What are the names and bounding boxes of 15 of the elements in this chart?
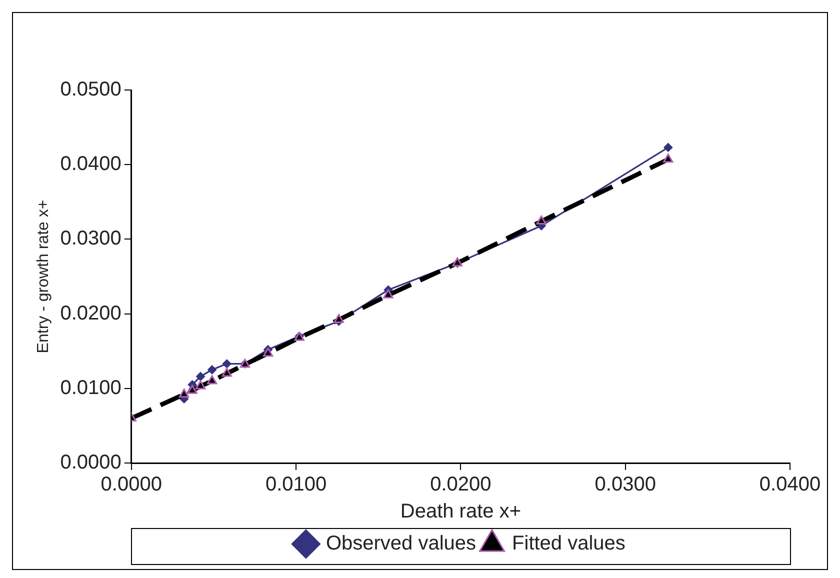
- y-tick-label: 0.0500: [60, 78, 122, 101]
- x-tick-label: 0.0000: [100, 474, 162, 496]
- legend-label: Observed values: [326, 532, 476, 555]
- x-tick-label: 0.0100: [265, 474, 327, 496]
- x-tick-label: 0.0300: [594, 474, 656, 496]
- x-tick-label: 0.0400: [759, 474, 821, 496]
- y-tick-label: 0.0300: [60, 228, 122, 250]
- y-tick-label: 0.0100: [60, 376, 122, 399]
- y-tick-label: 0.0400: [60, 153, 122, 176]
- y-tick-label: 0.0200: [60, 302, 122, 324]
- x-tick-label: 0.0200: [430, 474, 492, 496]
- x-axis-title: Death rate x+: [400, 500, 521, 523]
- legend-label: Fitted values: [512, 532, 626, 555]
- y-axis-title: Entry - growth rate x+: [35, 200, 52, 354]
- y-tick-label: 0.0000: [60, 452, 122, 474]
